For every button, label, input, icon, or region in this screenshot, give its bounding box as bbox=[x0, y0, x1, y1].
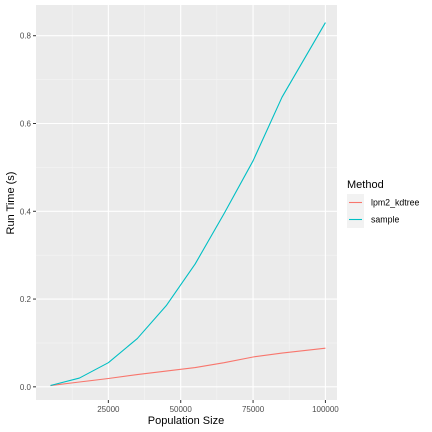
series-line-lpm2_kdtree bbox=[50, 347, 326, 387]
x-tick-label: 100000 bbox=[312, 405, 339, 414]
legend-label-sample: sample bbox=[371, 215, 399, 225]
x-axis-title: Population Size bbox=[148, 415, 224, 427]
x-tick-label: 50000 bbox=[170, 405, 193, 414]
series-lines bbox=[50, 22, 326, 387]
x-tick-label: 75000 bbox=[242, 405, 265, 414]
y-tick-label: 0.6 bbox=[20, 120, 32, 129]
y-tick-label: 0.4 bbox=[20, 207, 32, 216]
y-axis-title: Run Time (s) bbox=[5, 172, 17, 235]
plot-panel bbox=[36, 5, 337, 400]
x-axis: 25000 50000 75000 100000 bbox=[97, 400, 339, 414]
y-tick-label: 0.0 bbox=[20, 383, 32, 392]
x-tick-label: 25000 bbox=[97, 405, 120, 414]
y-tick-label: 0.2 bbox=[20, 295, 32, 304]
y-tick-label: 0.8 bbox=[20, 32, 32, 41]
legend-title: Method bbox=[347, 179, 384, 191]
series-line-sample bbox=[50, 22, 326, 387]
major-gridlines bbox=[36, 5, 337, 400]
legend-label-lpm2_kdtree: lpm2_kdtree bbox=[371, 198, 420, 208]
minor-gridlines bbox=[36, 5, 337, 400]
y-axis: 0.0 0.2 0.4 0.6 0.8 bbox=[20, 32, 36, 392]
